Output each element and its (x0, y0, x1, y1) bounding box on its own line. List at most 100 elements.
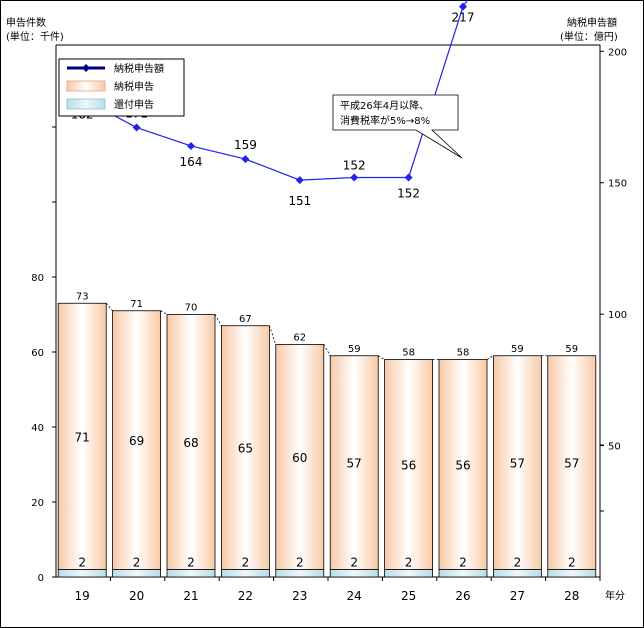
bar-total-label: 73 (76, 291, 89, 302)
bar-tax-label: 57 (564, 457, 579, 471)
bar-refund-label: 2 (78, 556, 86, 570)
bar-total-label: 71 (130, 299, 143, 310)
bar-tax (220, 325, 270, 570)
bar-refund-label: 2 (514, 556, 522, 570)
bar-total-label: 59 (348, 344, 361, 355)
bar-tax (329, 355, 379, 570)
bar-tax (492, 355, 542, 570)
bar-refund-label: 2 (350, 556, 358, 570)
bar-tax (384, 359, 434, 570)
x-tick-label: 19 (75, 589, 90, 603)
bar-refund (275, 569, 325, 578)
bar-tax-label: 60 (292, 451, 307, 465)
left-axis-title: 申告件数 (6, 18, 46, 29)
x-tick-label: 28 (564, 589, 579, 603)
bar-refund-label: 2 (133, 556, 141, 570)
bar-tax (57, 302, 107, 570)
bar-refund-label: 2 (187, 556, 195, 570)
right-axis-title: 納税申告額 (567, 18, 617, 29)
legend-marker-swatch (82, 64, 90, 72)
legend-label-refund: 還付申告 (114, 98, 154, 111)
left-axis-unit: (単位：千件) (6, 32, 64, 43)
bar-refund-label: 2 (242, 556, 250, 570)
bar-tax-label: 57 (347, 457, 362, 471)
left-tick-label: 80 (31, 273, 44, 284)
bar-tax-label: 71 (75, 430, 90, 444)
bar-refund (220, 569, 270, 578)
bar-tax-label: 69 (129, 434, 144, 448)
bar-refund (112, 569, 161, 578)
x-tick-label: 20 (129, 589, 144, 603)
legend: 納税申告額 納税申告 還付申告 (58, 58, 185, 117)
bar-refund-label: 2 (459, 556, 467, 570)
callout-box (332, 94, 463, 159)
bars: 73 71 2 71 69 2 70 68 2 67 65 2 62 60 2 59 57 2 58 56 2 58 56 2… (57, 291, 597, 578)
bar-refund-label: 2 (296, 556, 304, 570)
bar-refund (438, 569, 488, 578)
amount-marker (295, 176, 304, 185)
left-tick-label: 40 (31, 423, 44, 434)
amount-marker (404, 173, 413, 182)
amount-marker (187, 141, 195, 150)
amount-data-label: 152 (397, 186, 420, 200)
bar-refund-label: 2 (568, 556, 576, 570)
right-tick-label: 150 (608, 179, 627, 190)
bar-total-label: 58 (402, 348, 415, 359)
bar-refund (492, 569, 542, 578)
bar-refund (547, 569, 597, 578)
bar-tax (112, 310, 161, 570)
amount-data-label: 159 (234, 138, 257, 152)
bar-tax (275, 344, 325, 570)
series-connector (269, 325, 277, 345)
bar-total-label: 70 (185, 303, 198, 314)
amount-data-label: 164 (180, 155, 203, 169)
series-connector (323, 344, 331, 356)
series-connector (486, 355, 494, 360)
right-tick-label: 50 (608, 442, 621, 453)
bar-total-label: 62 (293, 333, 306, 344)
series-connector (214, 314, 222, 326)
legend-swatch-refund (66, 98, 106, 110)
legend-label-tax: 納税申告 (114, 80, 154, 93)
amount-data-label: 151 (288, 194, 311, 208)
bar-total-label: 59 (511, 344, 524, 355)
x-tick-label: 24 (347, 589, 362, 603)
amount-line (81, 0, 469, 181)
amount-marker (350, 173, 359, 182)
amount-data-label: 217 (452, 11, 475, 25)
bar-tax (547, 355, 597, 570)
axes: 0204060805010015020025019202122232425262… (31, 44, 627, 603)
x-tick-label: 27 (510, 589, 525, 603)
bar-refund (384, 569, 434, 578)
bar-tax-label: 56 (455, 459, 470, 473)
annotation-callout: 平成26年4月以降、消費税率が5%→8% (332, 94, 463, 159)
amount-data-label: 152 (343, 158, 366, 172)
right-axis-unit: (単位：億円) (560, 32, 618, 43)
x-tick-label: 23 (292, 589, 307, 603)
x-tick-label: 21 (183, 589, 198, 603)
amount-marker (459, 2, 467, 11)
series-connector (377, 355, 385, 360)
x-tick-label: 25 (401, 589, 416, 603)
bar-tax-label: 57 (510, 457, 525, 471)
series-connector (160, 310, 168, 315)
bar-tax (438, 359, 488, 570)
bar-total-label: 67 (239, 314, 252, 325)
annotation-line-1: 平成26年4月以降、 (340, 99, 429, 112)
x-axis-title: 年分 (605, 591, 625, 602)
bar-total-label: 58 (457, 348, 470, 359)
series-connector (105, 302, 113, 312)
bar-total-label: 59 (565, 344, 578, 355)
annotation-line-2: 消費税率が5%→8% (340, 114, 430, 127)
right-tick-label: 100 (608, 310, 627, 321)
bar-tax-label: 68 (183, 436, 198, 450)
legend-swatch-tax (66, 80, 106, 92)
bar-refund (329, 569, 379, 578)
bar-refund (166, 569, 216, 578)
bar-refund (57, 569, 107, 578)
bar-tax-label: 65 (238, 442, 253, 456)
amount-marker (241, 155, 250, 164)
x-tick-label: 22 (238, 589, 253, 603)
right-tick-label: 200 (608, 47, 627, 58)
